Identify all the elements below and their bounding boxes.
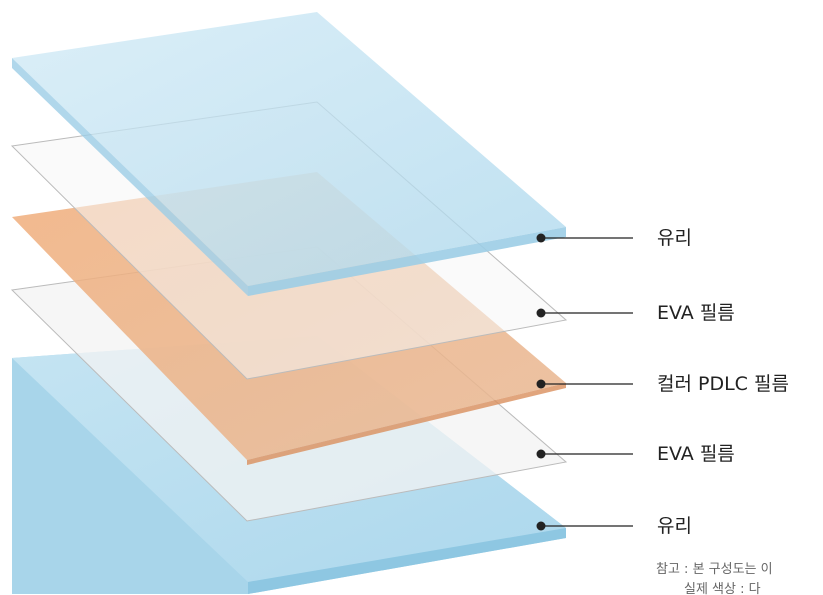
- leader-line-5: [536, 521, 633, 531]
- glass-top-layer: [12, 12, 566, 296]
- leader-line-1: [536, 233, 633, 243]
- reference-note-line-1: 참고 : 본 구성도는 이: [656, 562, 773, 577]
- layer-label-glass-bottom: 유리: [657, 515, 692, 537]
- leader-line-4: [536, 449, 633, 459]
- layer-label-color-pdlc: 컬러 PDLC 필름: [657, 373, 789, 395]
- leader-line-3: [536, 379, 633, 389]
- layer-label-eva-upper: EVA 필름: [657, 302, 735, 324]
- reference-note-line-2: 실제 색상 : 다: [684, 582, 761, 595]
- layer-label-eva-lower: EVA 필름: [657, 443, 735, 465]
- leader-line-2: [536, 308, 633, 318]
- layer-label-glass-top: 유리: [657, 227, 692, 249]
